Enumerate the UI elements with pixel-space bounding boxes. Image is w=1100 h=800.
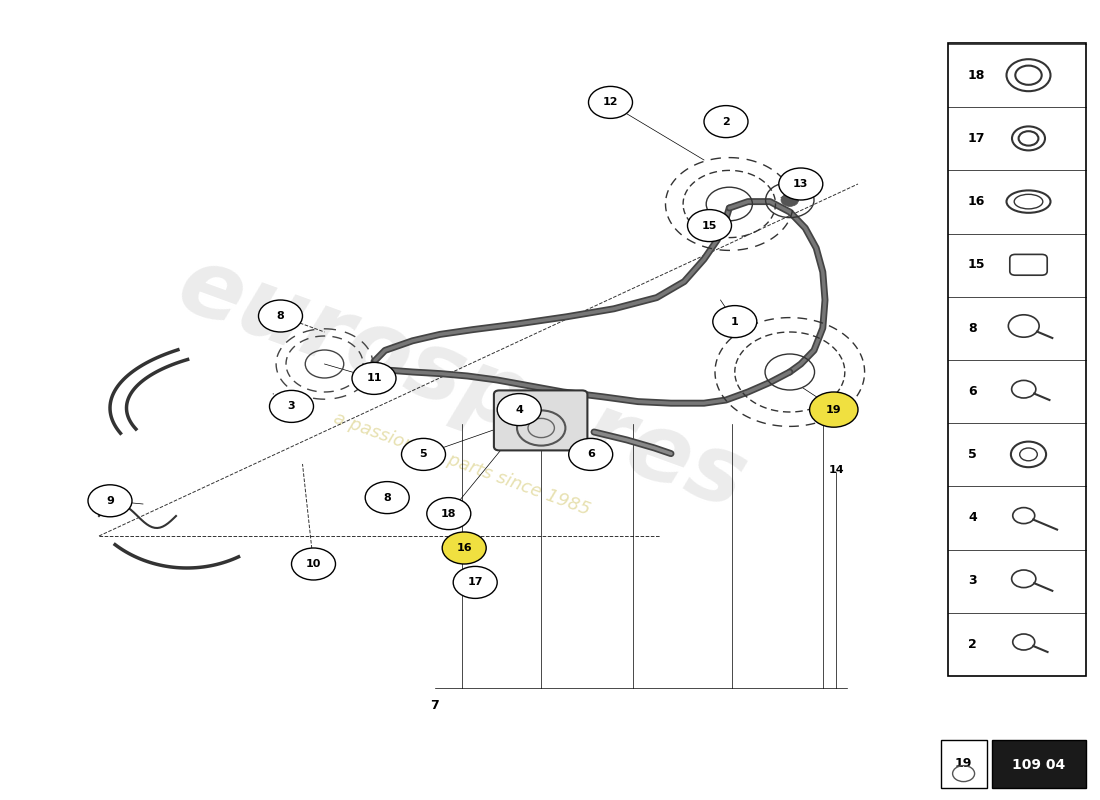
Circle shape [88, 485, 132, 517]
FancyBboxPatch shape [948, 43, 1086, 676]
Text: 11: 11 [366, 374, 382, 383]
Text: 13: 13 [793, 179, 808, 189]
Circle shape [352, 362, 396, 394]
Text: 19: 19 [826, 405, 842, 414]
Text: 8: 8 [968, 322, 977, 334]
Circle shape [779, 168, 823, 200]
Circle shape [402, 438, 446, 470]
Text: 9: 9 [106, 496, 114, 506]
Text: 5: 5 [420, 450, 427, 459]
Text: 1: 1 [730, 317, 739, 326]
Text: 4: 4 [968, 511, 977, 524]
Text: 16: 16 [456, 543, 472, 553]
Circle shape [453, 566, 497, 598]
Text: 15: 15 [702, 221, 717, 230]
FancyBboxPatch shape [940, 740, 987, 788]
Text: 8: 8 [276, 311, 285, 321]
Text: 109 04: 109 04 [1012, 758, 1065, 772]
Text: a passion for parts since 1985: a passion for parts since 1985 [331, 409, 593, 519]
Text: 10: 10 [306, 559, 321, 569]
Text: 18: 18 [441, 509, 456, 518]
Text: 6: 6 [586, 450, 595, 459]
Text: 2: 2 [722, 117, 730, 126]
Text: 4: 4 [515, 405, 524, 414]
Text: 18: 18 [968, 69, 986, 82]
Circle shape [270, 390, 314, 422]
Circle shape [704, 106, 748, 138]
Circle shape [442, 532, 486, 564]
Text: 7: 7 [430, 699, 439, 712]
Circle shape [810, 392, 858, 427]
Circle shape [365, 482, 409, 514]
Text: 3: 3 [288, 402, 295, 411]
Text: 2: 2 [968, 638, 977, 650]
Text: 12: 12 [603, 98, 618, 107]
Text: 14: 14 [828, 466, 844, 475]
Text: eurospares: eurospares [165, 238, 759, 530]
Circle shape [497, 394, 541, 426]
Circle shape [588, 86, 632, 118]
Circle shape [292, 548, 336, 580]
Circle shape [688, 210, 732, 242]
FancyBboxPatch shape [992, 740, 1086, 788]
Text: 6: 6 [968, 385, 977, 398]
Text: 3: 3 [968, 574, 977, 587]
Circle shape [569, 438, 613, 470]
Text: 16: 16 [968, 195, 986, 208]
Text: 17: 17 [468, 578, 483, 587]
Text: 15: 15 [968, 258, 986, 271]
Text: 19: 19 [955, 757, 972, 770]
Circle shape [781, 194, 799, 206]
FancyBboxPatch shape [494, 390, 587, 450]
Circle shape [258, 300, 303, 332]
Text: 17: 17 [968, 132, 986, 145]
Circle shape [713, 306, 757, 338]
Text: 5: 5 [968, 448, 977, 461]
Circle shape [427, 498, 471, 530]
Text: 8: 8 [383, 493, 392, 502]
